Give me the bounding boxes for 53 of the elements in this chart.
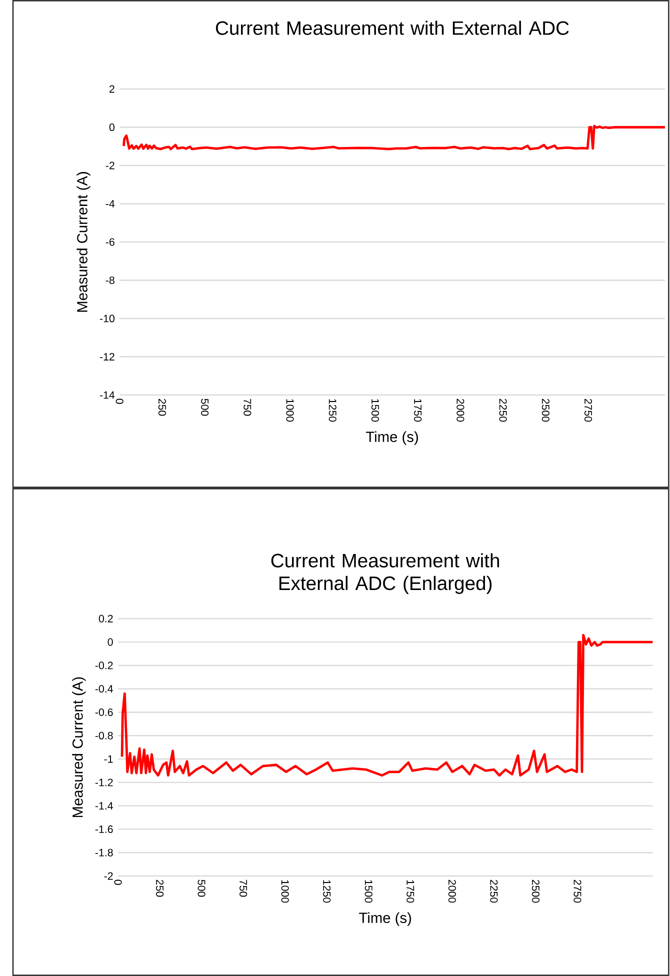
x-tick-label: 2000 <box>456 398 464 422</box>
x-tick-label: 2750 <box>574 880 582 903</box>
x-tick-label: 1250 <box>323 880 331 903</box>
y-tick-label: -0.2 <box>95 662 113 670</box>
x-tick-label: 2250 <box>499 398 507 422</box>
y-tick-label: -10 <box>100 314 114 322</box>
y-tick-label: -1 <box>104 755 113 763</box>
y-tick-label: -1.4 <box>95 802 113 810</box>
x-tick-label: 1750 <box>406 880 414 903</box>
line-series <box>120 634 654 777</box>
y-tick-label: -4 <box>106 200 115 208</box>
x-tick-label: 1000 <box>281 880 289 903</box>
y-tick-label: 2 <box>110 85 114 93</box>
y-tick-label: -0.8 <box>95 732 113 740</box>
y-tick-label: -1.8 <box>95 848 113 856</box>
x-tick-label: 0 <box>116 398 124 404</box>
x-tick-label: 250 <box>158 398 166 416</box>
x-axis-title: Time (s) <box>359 912 412 926</box>
y-tick-label: -2 <box>104 872 113 880</box>
x-tick-label: 750 <box>240 880 248 897</box>
x-tick-label: 2500 <box>532 880 540 903</box>
y-tick-label: -6 <box>106 238 114 246</box>
y-tick-label: 0 <box>108 638 113 646</box>
y-tick-label: 0 <box>109 123 114 132</box>
x-tick-label: 500 <box>198 880 206 897</box>
y-axis-title: Measured Current (A) <box>72 677 86 818</box>
y-tick-label: -12 <box>100 353 114 360</box>
x-tick-label: 2750 <box>584 398 592 422</box>
y-tick-label: -0.4 <box>95 685 113 693</box>
chart-title: Current Measurement with External ADC <box>216 20 569 35</box>
x-axis-title: Time (s) <box>366 431 418 445</box>
line-series <box>122 124 666 150</box>
x-tick-label: 250 <box>156 880 164 897</box>
y-tick-label: -14 <box>100 391 115 399</box>
x-tick-label: 1250 <box>328 399 336 422</box>
y-tick-label: 0.2 <box>98 614 113 622</box>
y-tick-label: -2 <box>106 162 114 170</box>
y-tick-label: -1.6 <box>95 825 113 833</box>
x-tick-label: 1500 <box>364 880 372 903</box>
x-tick-label: 2250 <box>490 880 498 903</box>
y-axis-title: Measured Current (A) <box>76 172 90 312</box>
chart-title: Current Measurement with External ADC (Enlarged) <box>271 553 499 594</box>
x-tick-label: 1750 <box>414 399 422 422</box>
x-tick-label: 2500 <box>542 398 550 422</box>
x-tick-label: 0 <box>114 880 122 885</box>
x-tick-label: 1500 <box>371 399 379 422</box>
y-tick-label: -0.6 <box>95 708 113 716</box>
x-tick-label: 750 <box>244 398 252 416</box>
y-tick-label: -1.2 <box>95 778 113 786</box>
x-tick-label: 500 <box>201 398 209 416</box>
x-tick-label: 1000 <box>286 399 294 422</box>
y-tick-label: -8 <box>106 276 114 284</box>
x-tick-label: 2000 <box>448 880 456 903</box>
